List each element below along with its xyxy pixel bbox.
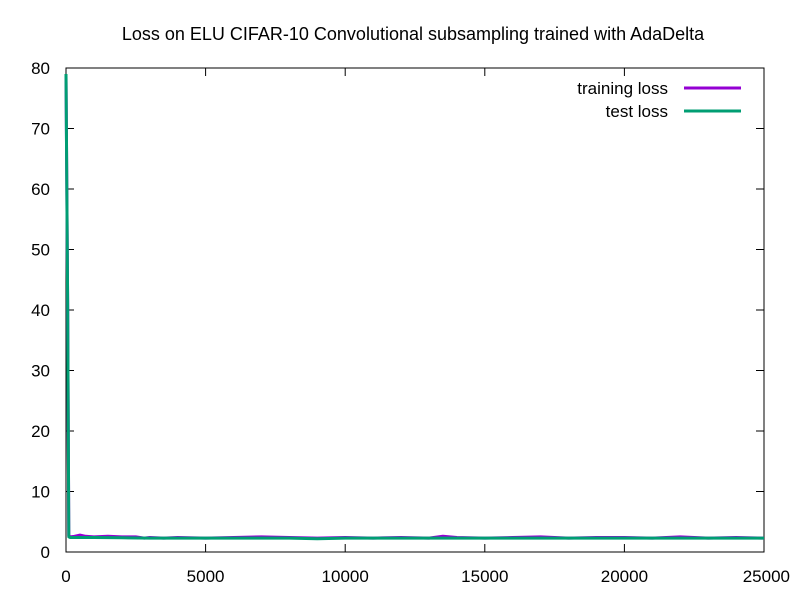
series-line-test-loss [64, 73, 764, 541]
x-tick-label-0: 0 [61, 567, 70, 586]
x-tick-label-5000: 5000 [187, 567, 225, 586]
y-tick-label-80: 80 [31, 59, 50, 78]
y-tick-label-50: 50 [31, 241, 50, 260]
y-tick-label-70: 70 [31, 120, 50, 139]
x-tick-label-15000: 15000 [461, 567, 508, 586]
legend-label-test-loss: test loss [606, 102, 668, 121]
y-axis-ticks: 0 10 20 30 40 50 60 70 80 [31, 59, 764, 562]
x-tick-label-25000: 25000 [743, 567, 790, 586]
y-tick-label-10: 10 [31, 483, 50, 502]
y-tick-label-20: 20 [31, 422, 50, 441]
y-tick-label-30: 30 [31, 362, 50, 381]
x-tick-label-20000: 20000 [601, 567, 648, 586]
y-tick-label-60: 60 [31, 180, 50, 199]
x-tick-label-10000: 10000 [322, 567, 369, 586]
legend-label-training-loss: training loss [577, 79, 668, 98]
y-tick-label-40: 40 [31, 301, 50, 320]
x-axis-ticks: 0 5000 10000 15000 20000 25000 [61, 68, 790, 586]
plot-frame [65, 67, 765, 553]
y-tick-label-0: 0 [41, 543, 50, 562]
series-line-training-loss [64, 73, 765, 540]
chart-title: Loss on ELU CIFAR-10 Convolutional subsa… [122, 24, 705, 44]
series-layer [64, 73, 765, 541]
legend: training loss test loss [577, 79, 741, 121]
